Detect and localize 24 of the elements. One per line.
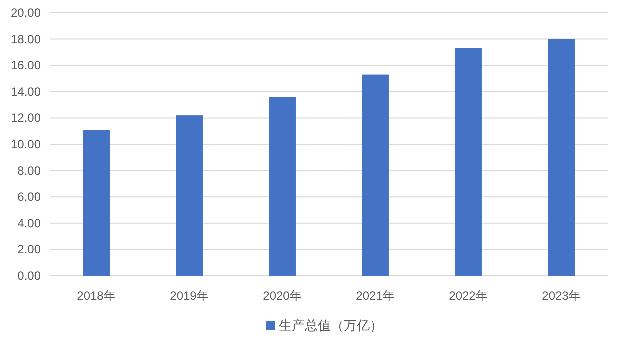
bar — [83, 130, 110, 276]
y-tick-label: 16.00 — [10, 58, 42, 73]
y-tick-label: 14.00 — [10, 84, 42, 99]
bar — [455, 48, 482, 276]
x-tick-label: 2022年 — [449, 289, 488, 303]
y-tick-label: 2.00 — [18, 242, 42, 257]
x-tick-label: 2018年 — [77, 289, 116, 303]
x-tick-label: 2019年 — [170, 289, 209, 303]
x-tick-label: 2021年 — [356, 289, 395, 303]
x-tick-label: 2023年 — [542, 289, 581, 303]
x-tick-label: 2020年 — [263, 289, 302, 303]
y-tick-label: 12.00 — [10, 111, 42, 126]
y-tick-label: 8.00 — [18, 164, 42, 178]
y-tick-label: 4.00 — [18, 216, 42, 230]
legend-label: 生产总值（万亿） — [279, 318, 383, 333]
bar — [362, 74, 389, 276]
y-tick-label: 10.00 — [10, 138, 42, 152]
y-tick-label: 6.00 — [18, 190, 42, 204]
bar — [269, 97, 296, 276]
bar — [548, 39, 575, 276]
y-tick-label: 18.00 — [10, 32, 42, 46]
y-tick-label: 20.00 — [10, 6, 42, 20]
bar — [176, 116, 203, 276]
y-tick-label: 0.00 — [18, 269, 42, 283]
